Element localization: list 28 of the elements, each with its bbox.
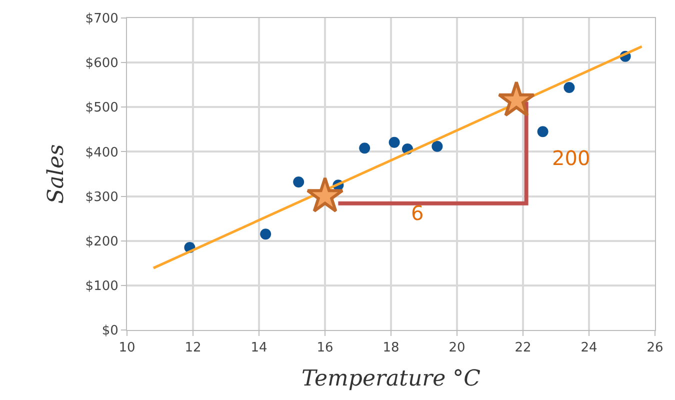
x-axis-title: Temperature °C	[302, 366, 481, 392]
y-tick-label: $0	[102, 324, 118, 339]
point	[388, 136, 400, 148]
point	[359, 142, 370, 154]
y-tick-label: $400	[85, 145, 118, 160]
x-tick-label: 26	[646, 340, 664, 356]
annotation: 6	[411, 201, 424, 225]
point	[537, 126, 548, 138]
x-tick-label: 12	[184, 340, 202, 356]
y-tick-label: $300	[85, 190, 118, 205]
annotation: 200	[552, 146, 590, 170]
x-tick-label: 18	[382, 340, 400, 356]
point	[260, 228, 272, 240]
x-tick-label: 14	[250, 340, 268, 356]
x-tick-label: 16	[316, 340, 334, 356]
x-tick-label: 24	[580, 340, 598, 356]
x-tick-label: 22	[514, 340, 532, 356]
x-tick-label: 10	[118, 340, 136, 356]
y-tick-label: $600	[85, 56, 118, 72]
y-tick-label: $500	[85, 100, 118, 116]
y-tick-label: $100	[85, 278, 118, 294]
y-tick-label: $700	[85, 12, 118, 27]
point	[564, 82, 575, 94]
y-axis-title: Sales	[44, 144, 70, 204]
point	[432, 140, 443, 152]
y-tick-label: $200	[85, 234, 118, 250]
point	[293, 176, 304, 188]
x-tick-label: 20	[448, 340, 466, 356]
